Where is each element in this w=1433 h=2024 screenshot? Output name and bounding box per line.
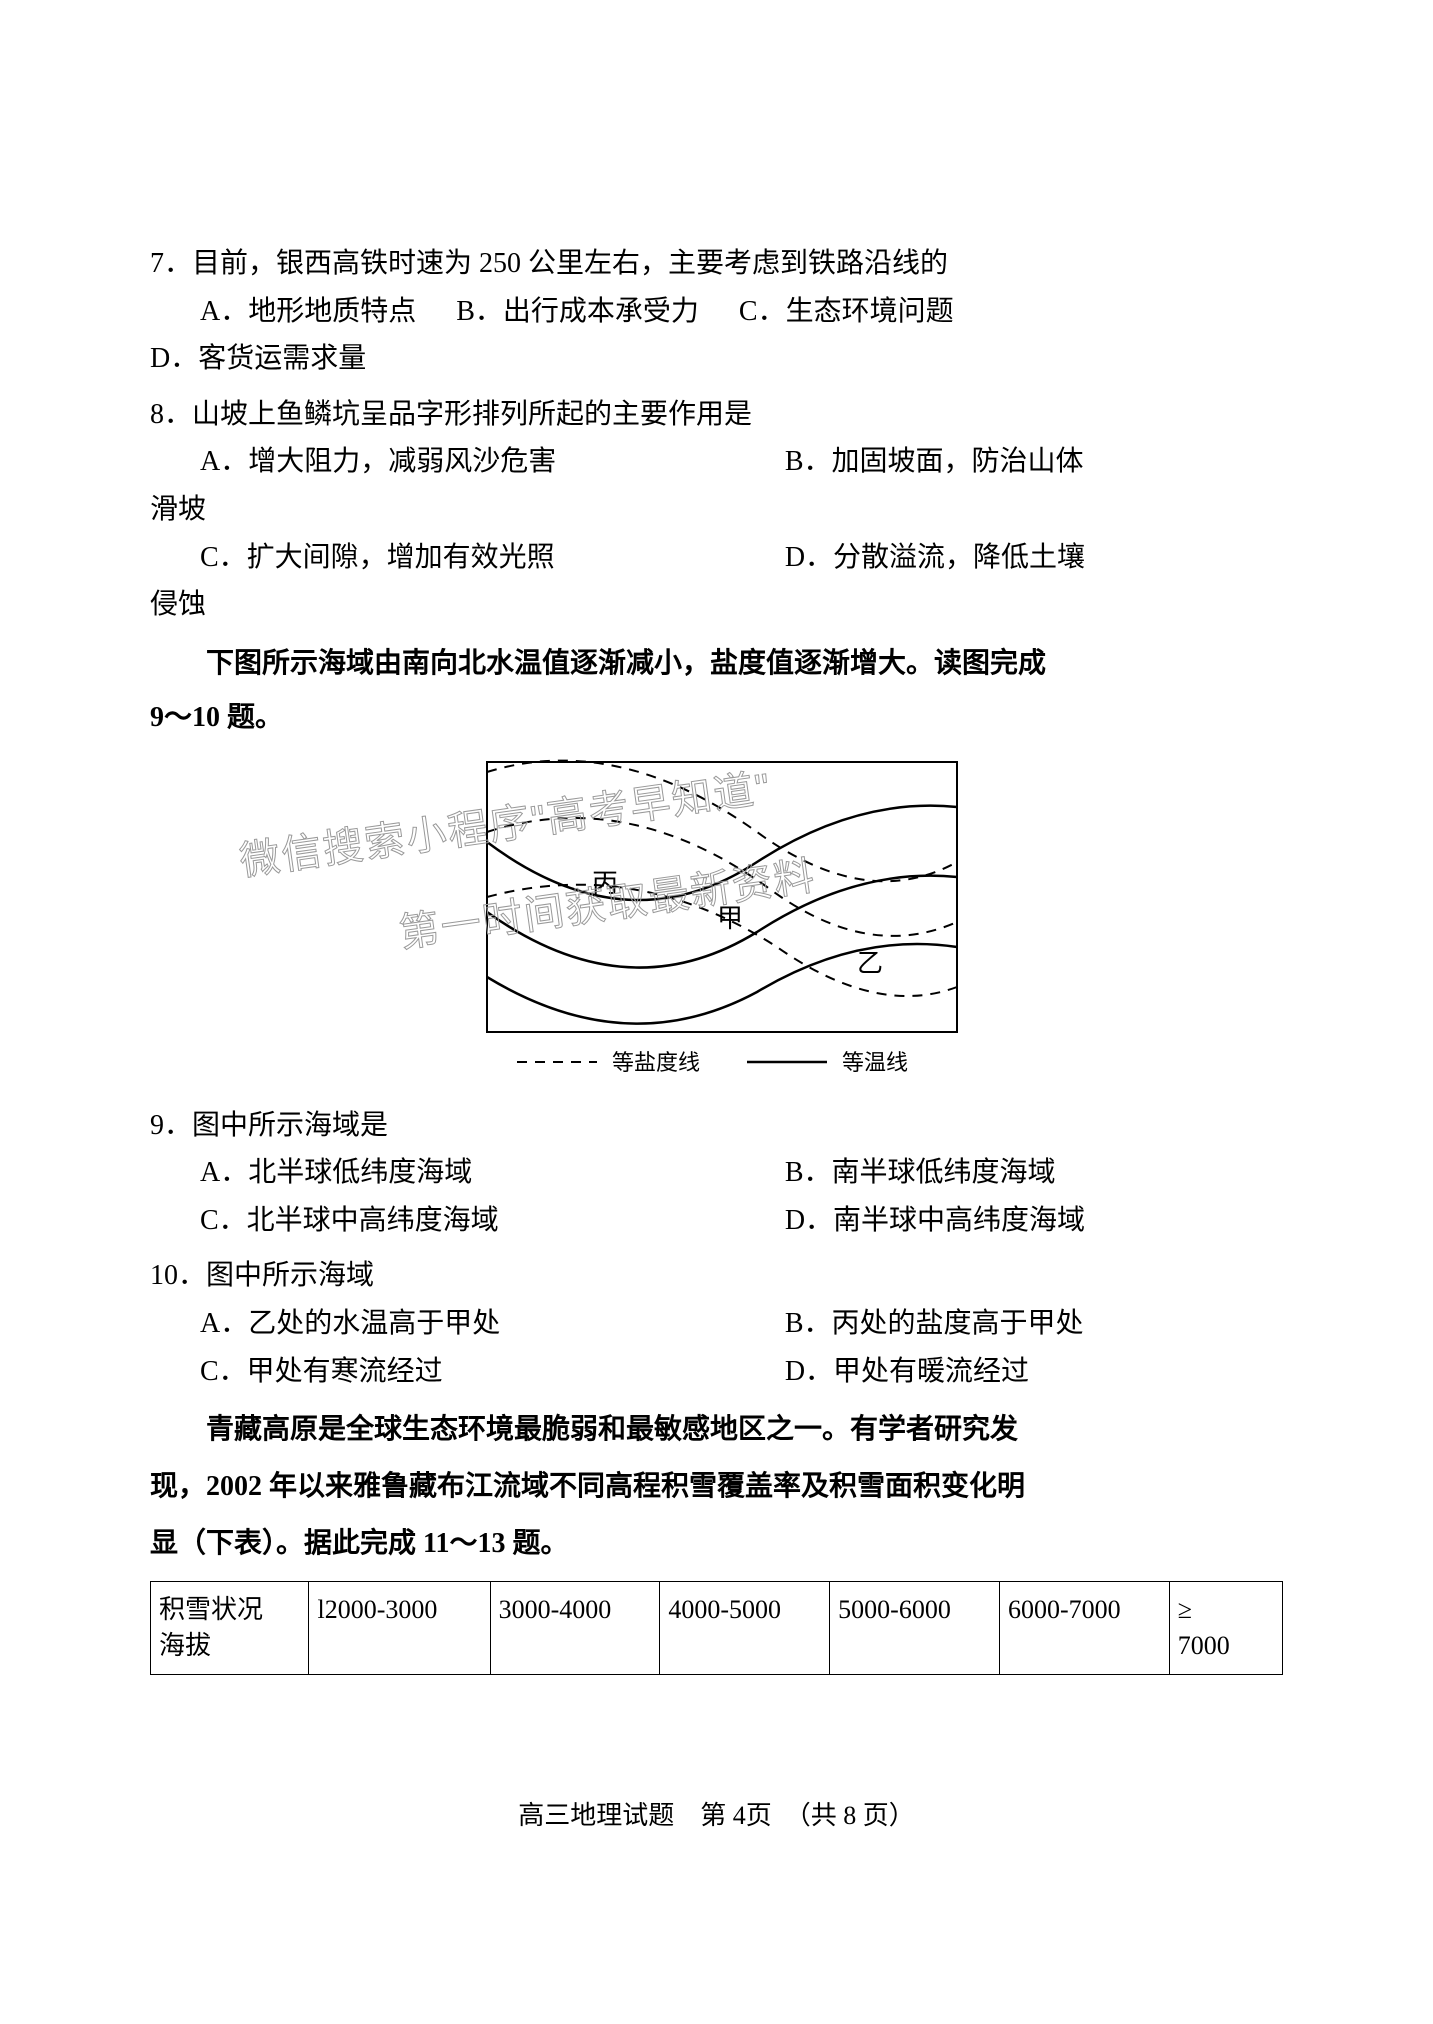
snow-table: 积雪状况 海拔 l2000-3000 3000-4000 4000-5000 5… (150, 1581, 1283, 1676)
ocean-diagram: 丙 甲 乙 等盐度线 等温线 微信搜索小程序"高考早知道" 第一时间获取最新资料 (150, 752, 1283, 1092)
question-7: 7．目前，银西高铁时速为 250 公里左右，主要考虑到铁路沿线的 A．地形地质特… (150, 240, 1283, 383)
legend-solid: 等温线 (842, 1050, 908, 1075)
q7-options-abc: A．地形地质特点 B．出行成本承受力 C．生态环境问题 (150, 288, 1283, 336)
q9-opt-c: C．北半球中高纬度海域 (200, 1197, 742, 1245)
q9-opt-b: B．南半球低纬度海域 (785, 1149, 1283, 1197)
q8-opt-b-cont: 滑坡 (150, 486, 1283, 534)
legend-dashed: 等盐度线 (612, 1050, 700, 1075)
page-footer: 高三地理试题 第 4页 （共 8 页） (150, 1795, 1283, 1832)
passage-1-line1: 下图所示海域由南向北水温值逐渐减小，盐度值逐渐增大。读图完成 (150, 637, 1283, 690)
q10-text: 10．图中所示海域 (150, 1252, 1283, 1300)
question-9: 9．图中所示海域是 A．北半球低纬度海域 B．南半球低纬度海域 C．北半球中高纬… (150, 1102, 1283, 1245)
q8-opt-a: A．增大阻力，减弱风沙危害 (200, 438, 742, 486)
q8-opt-d: D．分散溢流，降低土壤 (785, 534, 1283, 582)
question-8: 8．山坡上鱼鳞坑呈品字形排列所起的主要作用是 A．增大阻力，减弱风沙危害 B．加… (150, 391, 1283, 629)
q9-opt-a: A．北半球低纬度海域 (200, 1149, 742, 1197)
q8-row-ab: A．增大阻力，减弱风沙危害 B．加固坡面，防治山体 (150, 438, 1283, 486)
th-5: 6000-7000 (999, 1581, 1169, 1675)
q10-opt-b: B．丙处的盐度高于甲处 (785, 1300, 1283, 1348)
q9-opt-d: D．南半球中高纬度海域 (785, 1197, 1283, 1245)
th-0: 积雪状况 海拔 (151, 1581, 309, 1675)
q9-text: 9．图中所示海域是 (150, 1102, 1283, 1150)
th-3: 4000-5000 (660, 1581, 830, 1675)
question-10: 10．图中所示海域 A．乙处的水温高于甲处 B．丙处的盐度高于甲处 C．甲处有寒… (150, 1252, 1283, 1395)
q8-opt-d-cont: 侵蚀 (150, 581, 1283, 629)
passage-2-line1: 青藏高原是全球生态环境最脆弱和最敏感地区之一。有学者研究发 (150, 1403, 1283, 1456)
q10-opt-c: C．甲处有寒流经过 (200, 1348, 742, 1396)
q10-row-cd: C．甲处有寒流经过 D．甲处有暖流经过 (150, 1348, 1283, 1396)
label-yi: 乙 (857, 949, 883, 978)
q8-opt-b: B．加固坡面，防治山体 (785, 438, 1283, 486)
q10-opt-d: D．甲处有暖流经过 (785, 1348, 1283, 1396)
passage-2-line2: 现，2002 年以来雅鲁藏布江流域不同高程积雪覆盖率及积雪面积变化明 (150, 1460, 1283, 1513)
th-2: 3000-4000 (490, 1581, 660, 1675)
passage-1-line2: 9～10 题。 (150, 694, 1283, 742)
q8-text: 8．山坡上鱼鳞坑呈品字形排列所起的主要作用是 (150, 391, 1283, 439)
th-4: 5000-6000 (830, 1581, 1000, 1675)
th-1: l2000-3000 (309, 1581, 490, 1675)
q9-row-ab: A．北半球低纬度海域 B．南半球低纬度海域 (150, 1149, 1283, 1197)
q7-opt-c: C．生态环境问题 (739, 288, 954, 336)
th-6: ≥ 7000 (1169, 1581, 1282, 1675)
q10-row-ab: A．乙处的水温高于甲处 B．丙处的盐度高于甲处 (150, 1300, 1283, 1348)
q7-text: 7．目前，银西高铁时速为 250 公里左右，主要考虑到铁路沿线的 (150, 240, 1283, 288)
q10-opt-a: A．乙处的水温高于甲处 (200, 1300, 742, 1348)
q9-row-cd: C．北半球中高纬度海域 D．南半球中高纬度海域 (150, 1197, 1283, 1245)
table-header-row: 积雪状况 海拔 l2000-3000 3000-4000 4000-5000 5… (151, 1581, 1283, 1675)
data-table: 积雪状况 海拔 l2000-3000 3000-4000 4000-5000 5… (150, 1581, 1283, 1676)
q7-opt-a: A．地形地质特点 (200, 288, 416, 336)
q7-opt-b: B．出行成本承受力 (456, 288, 699, 336)
passage-2-line3: 显（下表）。据此完成 11～13 题。 (150, 1517, 1283, 1570)
q8-opt-c: C．扩大间隙，增加有效光照 (200, 534, 742, 582)
q7-opt-d: D．客货运需求量 (150, 335, 1283, 383)
q8-row-cd: C．扩大间隙，增加有效光照 D．分散溢流，降低土壤 (150, 534, 1283, 582)
